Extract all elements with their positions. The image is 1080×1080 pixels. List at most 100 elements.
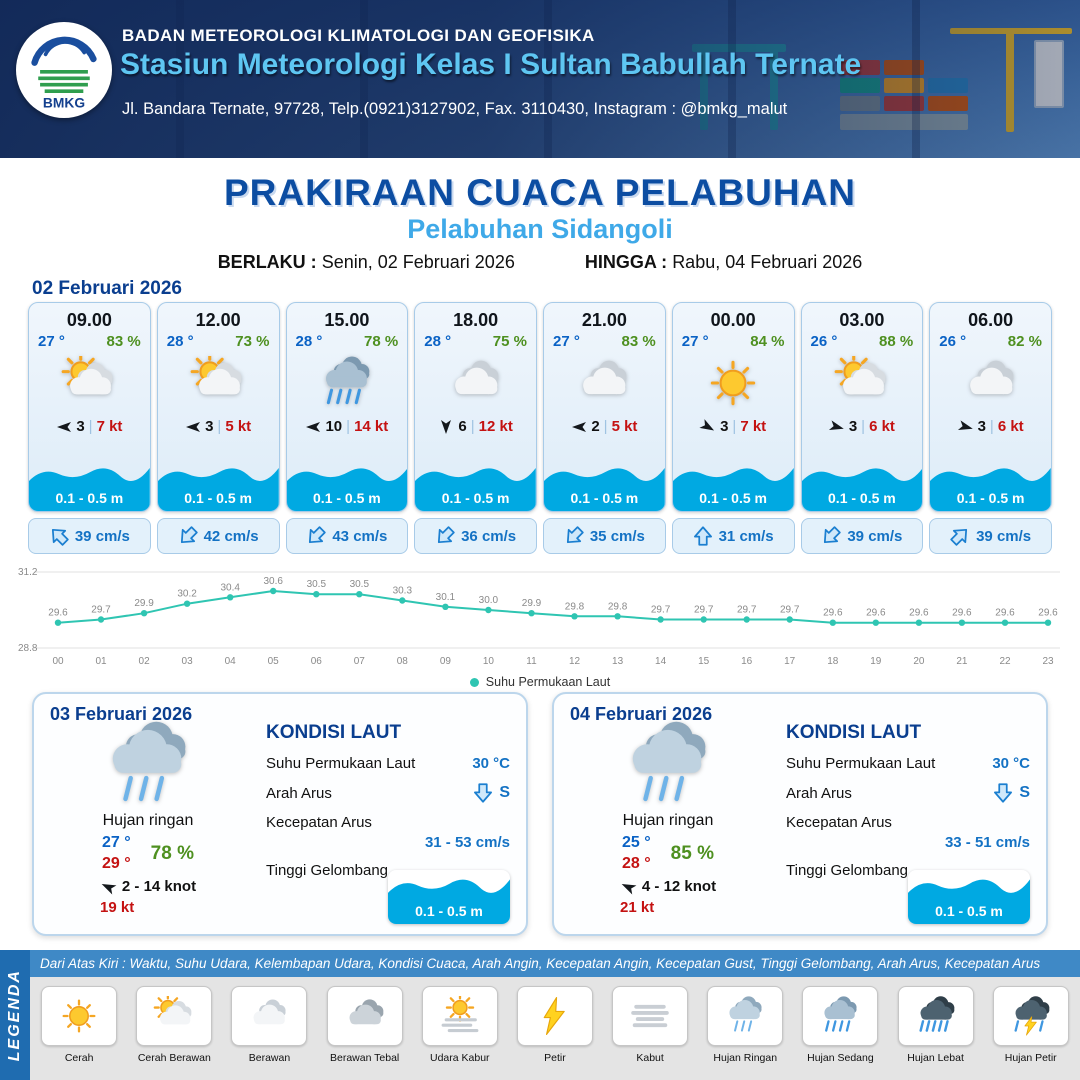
wave-graphic: [29, 468, 150, 511]
current-direction-icon: [435, 526, 455, 546]
chart-legend: Suhu Permukaan Laut: [16, 675, 1064, 689]
air-temp: 28 °: [424, 333, 452, 350]
current-speed: 39 cm/s: [976, 527, 1032, 545]
current-box: 36 cm/s: [414, 518, 537, 554]
svg-text:31.2: 31.2: [18, 567, 38, 578]
current-box: 39 cm/s: [800, 518, 924, 554]
legend-weather-icon: [326, 986, 403, 1046]
wind-speed: 3: [977, 418, 986, 435]
temp-humidity-row: 27 ° 83 %: [29, 331, 150, 350]
day-forecast-card: 04 Februari 2026 Hujan ringan 25 ° 28 ° …: [552, 692, 1048, 936]
current-speed: 43 cm/s: [332, 527, 388, 545]
day-gust-speed: 21 kt: [620, 899, 655, 916]
svg-text:29.7: 29.7: [651, 605, 671, 616]
forecast-card: 12.00 28 ° 73 % 3 | 5 kt 0.1 - 0.5 m: [156, 302, 280, 512]
svg-text:30.3: 30.3: [393, 586, 413, 597]
svg-text:12: 12: [569, 656, 581, 667]
svg-text:20: 20: [913, 656, 925, 667]
legend-items: Cerah Cerah Berawan Berawan Berawan Teba…: [30, 977, 1080, 1080]
day-wave-box: 0.1 - 0.5 m: [908, 870, 1030, 924]
wave-graphic: [672, 468, 794, 511]
legend-weather-icon: [421, 986, 498, 1046]
forecast-card: 03.00 26 ° 88 % 3 | 6 kt 0.1 - 0.5 m: [800, 302, 924, 512]
svg-text:29.6: 29.6: [866, 608, 886, 619]
sea-conditions-title: KONDISI LAUT: [266, 722, 402, 743]
svg-text:01: 01: [95, 656, 107, 667]
day-temp-max: 28 °: [622, 855, 651, 872]
wind-direction-icon: [957, 419, 974, 435]
weather-icon: [544, 352, 665, 414]
forecast-card: 09.00 27 ° 83 % 3 | 7 kt 0.1 - 0.5 m: [28, 302, 151, 512]
legend-weather-icon: [41, 986, 118, 1046]
wind-speed: 3: [76, 418, 85, 435]
wind-direction-icon: [571, 419, 587, 435]
humidity: 83 %: [621, 333, 656, 350]
svg-text:10: 10: [483, 656, 495, 667]
legend-item-label: Hujan Lebat: [907, 1052, 964, 1064]
weather-icon: [415, 352, 536, 414]
wind-direction-icon: [828, 419, 845, 435]
wave-height-band: 0.1 - 0.5 m: [415, 459, 536, 511]
wind-speed: 3: [205, 418, 214, 435]
current-speed: 36 cm/s: [461, 527, 517, 545]
temp-humidity-row: 27 ° 83 %: [544, 331, 665, 350]
legend-item: Berawan Tebal: [319, 986, 411, 1064]
day-wave-box: 0.1 - 0.5 m: [388, 870, 510, 924]
chart-legend-label: Suhu Permukaan Laut: [485, 675, 611, 689]
legend-item-label: Hujan Ringan: [713, 1052, 778, 1064]
wave-graphic: [930, 468, 1051, 511]
wave-height: 0.1 - 0.5 m: [699, 490, 767, 506]
wave-height: 0.1 - 0.5 m: [184, 490, 252, 506]
current-direction-value: S: [499, 784, 510, 801]
svg-text:06: 06: [311, 656, 323, 667]
wave-height: 0.1 - 0.5 m: [313, 490, 381, 506]
wind-row: 3 | 6 kt: [802, 418, 923, 435]
current-direction-value: S: [1019, 784, 1030, 801]
legend-item: Udara Kabur: [414, 986, 506, 1064]
forecast-cards: 09.00 27 ° 83 % 3 | 7 kt 0.1 - 0.5 m: [28, 302, 1052, 554]
day-current-arrow-icon: [473, 783, 493, 803]
forecast-date-label: 02 Februari 2026: [32, 278, 182, 299]
wave-graphic: [908, 879, 1030, 924]
forecast-column: 21.00 27 ° 83 % 2 | 5 kt 0.1 - 0.5 m: [543, 302, 666, 554]
current-speed: 39 cm/s: [74, 527, 130, 545]
forecast-time: 21.00: [581, 310, 627, 330]
svg-text:19: 19: [870, 656, 882, 667]
wave-height-band: 0.1 - 0.5 m: [286, 459, 408, 511]
day-temp-min: 25 °: [622, 834, 651, 851]
wind-speed: 2: [591, 418, 600, 435]
legend-item-label: Cerah Berawan: [137, 1052, 211, 1064]
air-temp: 28 °: [166, 333, 194, 350]
current-speed-value: 33 - 51 cm/s: [944, 834, 1030, 851]
current-speed: 42 cm/s: [203, 527, 259, 545]
day-current-arrow-icon: [993, 783, 1013, 803]
current-direction-label: Arah Arus: [786, 784, 852, 802]
day-temp-max: 29 °: [102, 855, 131, 872]
forecast-time: 03.00: [839, 310, 885, 330]
wave-height: 0.1 - 0.5 m: [828, 490, 896, 506]
separator: |: [217, 418, 222, 435]
svg-text:02: 02: [139, 656, 151, 667]
chart-legend-dot: [469, 677, 479, 687]
forecast-column: 06.00 26 ° 82 % 3 | 6 kt 0.1 - 0.5 m: [929, 302, 1052, 554]
separator: |: [470, 418, 475, 435]
svg-text:08: 08: [397, 656, 409, 667]
current-direction-label: Arah Arus: [266, 784, 332, 802]
separator: |: [346, 418, 351, 435]
humidity: 73 %: [235, 333, 270, 350]
sst-value: 30 °C: [472, 755, 510, 772]
day-cards: 03 Februari 2026 Hujan ringan 27 ° 29 ° …: [32, 692, 1048, 936]
legend-item-label: Udara Kabur: [430, 1052, 490, 1064]
svg-text:29.7: 29.7: [780, 605, 800, 616]
legend-item: Petir: [509, 986, 601, 1064]
svg-text:29.9: 29.9: [134, 598, 154, 609]
air-temp: 28 °: [295, 333, 323, 350]
svg-text:29.6: 29.6: [952, 608, 972, 619]
current-direction-icon: [950, 526, 970, 546]
sea-conditions-title: KONDISI LAUT: [786, 722, 922, 743]
svg-text:29.7: 29.7: [91, 605, 111, 616]
svg-text:00: 00: [52, 656, 64, 667]
wind-row: 6 | 12 kt: [415, 418, 536, 435]
forecast-time: 18.00: [453, 310, 499, 330]
current-speed: 35 cm/s: [589, 527, 645, 545]
